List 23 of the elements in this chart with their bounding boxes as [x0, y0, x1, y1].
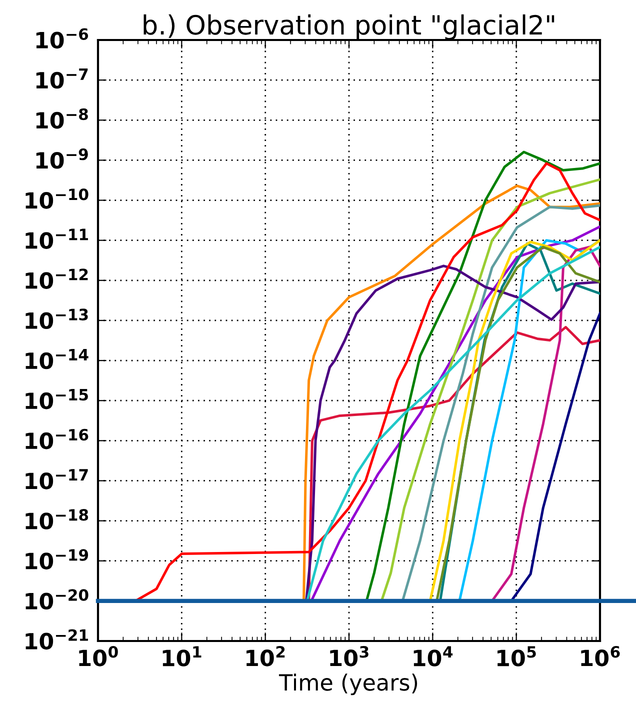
x-tick-label: 10$^{6}$ — [581, 646, 620, 666]
x-tick-label: 10$^{3}$ — [330, 646, 368, 666]
y-tick-label: 10$^{−12}$ — [26, 268, 88, 289]
y-tick-label: 10$^{−7}$ — [36, 68, 88, 89]
y-tick-label: 10$^{−9}$ — [36, 148, 88, 169]
x-axis-title: Time (years) — [278, 674, 418, 696]
y-tick-label: 10$^{−20}$ — [26, 589, 88, 610]
y-tick-label: 10$^{−18}$ — [26, 509, 88, 530]
y-tick-label: 10$^{−16}$ — [26, 428, 88, 450]
x-tick-label: 10$^{5}$ — [498, 646, 536, 666]
y-tick-label: 10$^{−15}$ — [26, 389, 88, 410]
y-tick-label: 10$^{−8}$ — [36, 108, 88, 129]
y-tick-label: 10$^{−14}$ — [26, 348, 88, 370]
y-tick-label: 10$^{−19}$ — [26, 549, 88, 570]
y-tick-label: 10$^{−11}$ — [26, 228, 88, 249]
x-tick-label: 10$^{1}$ — [162, 646, 202, 666]
y-tick-label: 10$^{−6}$ — [36, 28, 88, 49]
y-tick-label: 10$^{−13}$ — [26, 308, 88, 330]
x-tick-label: 10$^{4}$ — [414, 646, 453, 666]
y-tick-label: 10$^{−10}$ — [26, 188, 88, 209]
x-tick-label: 10$^{2}$ — [246, 646, 285, 666]
y-tick-label: 10$^{−17}$ — [26, 469, 88, 490]
chart-title: b.) Observation point "glacial2" — [144, 14, 554, 40]
